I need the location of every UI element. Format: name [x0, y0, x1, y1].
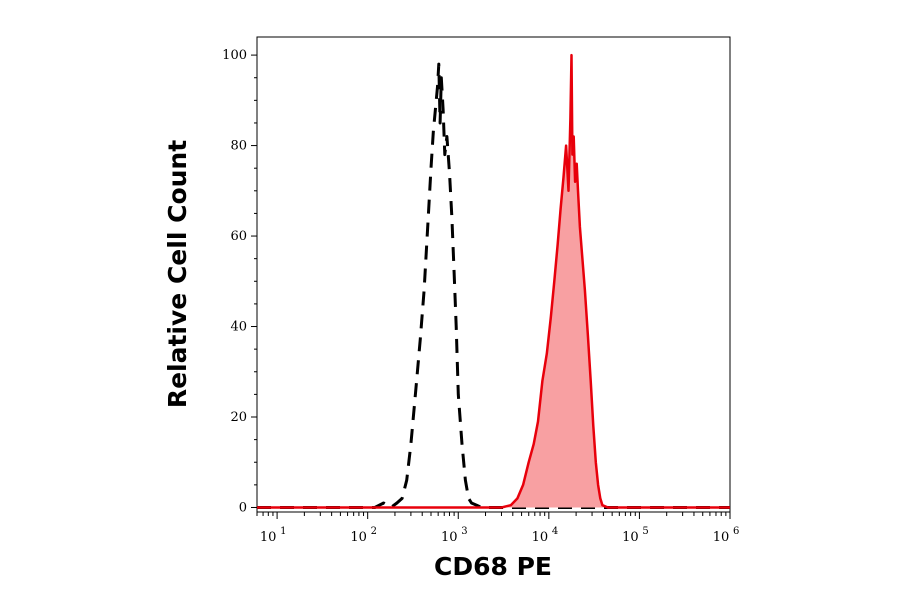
x-tick-exponent: 6 — [733, 526, 739, 537]
series-1-area — [257, 55, 730, 508]
y-axis-title: Relative Cell Count — [163, 140, 192, 408]
x-tick-exponent: 3 — [461, 526, 467, 537]
x-tick-exponent: 4 — [552, 526, 558, 537]
x-tick-exponent: 2 — [371, 526, 377, 537]
y-tick-label: 80 — [230, 139, 247, 154]
x-tick-label: 10 — [622, 530, 639, 545]
x-tick-label: 10 — [350, 530, 367, 545]
x-tick-exponent: 5 — [642, 526, 648, 537]
series-layer — [257, 53, 730, 509]
x-axis-title: CD68 PE — [434, 552, 552, 581]
y-tick-label: 20 — [230, 410, 247, 425]
y-tick-label: 0 — [239, 500, 247, 515]
x-tick-label: 10 — [532, 530, 549, 545]
x-tick-label: 10 — [713, 530, 730, 545]
x-tick-label: 10 — [260, 530, 277, 545]
series-1-line — [257, 53, 730, 509]
x-tick-exponent: 1 — [280, 526, 286, 537]
series-0-line — [257, 62, 730, 509]
plot-frame — [256, 36, 731, 513]
x-tick-label: 10 — [441, 530, 458, 545]
y-tick-label: 40 — [230, 320, 247, 335]
y-tick-label: 60 — [230, 229, 247, 244]
y-tick-label: 100 — [222, 48, 247, 63]
